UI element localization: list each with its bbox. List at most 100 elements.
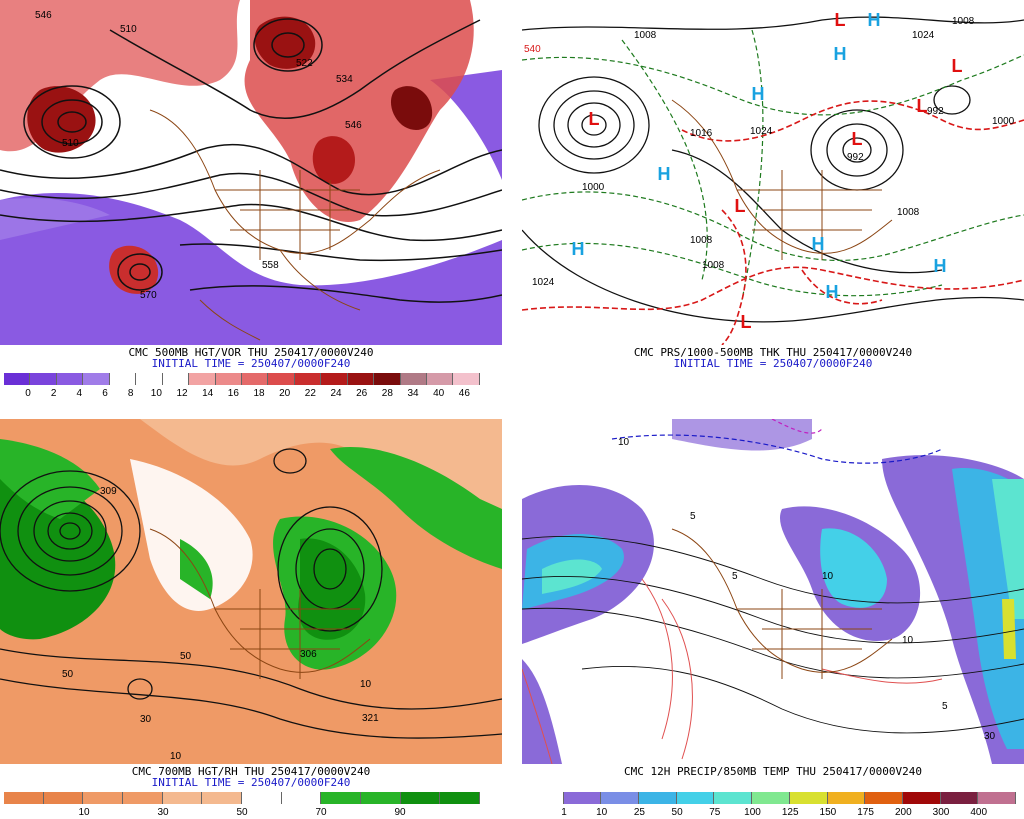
low-pressure-marker: L (952, 56, 963, 76)
colorbar-swatch (294, 373, 322, 385)
colorbar-tick-label: 28 (381, 388, 393, 399)
colorbar-swatch (374, 373, 401, 385)
panel-precip-850mb-temp: 10 5 10 30 5 10 5 CMC 12H PRECIP/850MB T… (522, 419, 1024, 819)
colorbar-tick-label: 50 (236, 807, 248, 818)
colorbar-tick-label: 2 (50, 388, 57, 399)
colorbar-tick-label: 20 (279, 388, 291, 399)
colorbar-swatch (526, 792, 564, 804)
colorbar-swatch (400, 792, 441, 804)
caption-title: CMC PRS/1000-500MB THK THU 250417/0000V2… (633, 346, 913, 359)
high-pressure-marker: H (812, 234, 825, 254)
isobar-label: 1000 (992, 116, 1015, 127)
isobar-label: 1008 (634, 30, 657, 41)
colorbar-swatch (714, 792, 753, 804)
colorbar-swatch (865, 792, 903, 804)
contour-label: 10 (170, 751, 182, 762)
colorbar-tick-label: 34 (407, 388, 419, 399)
colorbar-tick-label: 8 (127, 388, 134, 399)
colorbar-tick-label: 4 (76, 388, 83, 399)
colorbar-tick-label: 1 (561, 807, 567, 818)
colorbar-ticks: 1 10 25 50 75 100 125 150 175 200 300 400 (522, 807, 1024, 819)
colorbar-swatch (162, 792, 203, 804)
contour-label: 570 (140, 290, 157, 301)
caption-title: CMC 12H PRECIP/850MB TEMP THU 250417/000… (623, 765, 922, 778)
colorbar-tick-label: 46 (458, 388, 470, 399)
caption-title: CMC 700MB HGT/RH THU 250417/0000V240 (131, 765, 371, 778)
map-prs-thk: 1008 1024 992 1016 1008 1000 1024 1016 1… (522, 0, 1024, 345)
contour-label: 309 (100, 486, 117, 497)
caption-title: CMC 500MB HGT/VOR THU 250417/0000V240 (128, 346, 374, 359)
colorbar-swatch (242, 792, 282, 804)
colorbar-swatch (268, 373, 295, 385)
contour-label: 30 (140, 714, 152, 725)
colorbar-tick-label: 125 (781, 807, 799, 818)
colorbar-tick-label: 6 (102, 388, 108, 399)
colorbar-swatch (123, 792, 163, 804)
contour-label: 50 (62, 669, 74, 680)
low-pressure-marker: L (589, 109, 600, 129)
contour-label: 321 (362, 713, 379, 724)
caption-init-time: INITIAL TIME = 250407/0000F240 (151, 357, 351, 370)
caption-init-time: INITIAL TIME = 250407/0000F240 (673, 357, 873, 370)
high-pressure-marker: H (826, 282, 839, 302)
colorbar-tick-label: 300 (932, 807, 950, 818)
colorbar-swatch (241, 373, 269, 385)
panel-500mb-hgt-vor: 546 510 522 534 546 570 558 510 CMC 500M… (0, 0, 502, 400)
colorbar-tick-label: 175 (857, 807, 874, 818)
contour-label: 50 (180, 651, 192, 662)
contour-label: 558 (262, 260, 279, 271)
contour-label: 10 (360, 679, 372, 690)
colorbar-swatch (978, 792, 1016, 804)
high-pressure-marker: H (572, 239, 585, 259)
colorbar-swatch (752, 792, 790, 804)
colorbar-swatch (162, 373, 190, 385)
colorbar-tick-label: 12 (176, 388, 188, 399)
colorbar-swatch (601, 792, 640, 804)
low-pressure-marker: L (835, 10, 846, 30)
low-pressure-marker: L (735, 196, 746, 216)
colorbar-tick-label: 200 (894, 807, 912, 818)
isobar-label: 1000 (582, 182, 605, 193)
high-pressure-marker: H (934, 256, 947, 276)
low-pressure-marker: L (741, 312, 752, 332)
contour-label: 522 (296, 58, 313, 69)
colorbar-swatch (43, 792, 84, 804)
colorbar-swatch (321, 792, 362, 804)
contour-label: 10 (618, 437, 630, 448)
high-pressure-marker: H (834, 44, 847, 64)
colorbar (4, 373, 480, 385)
colorbar-tick-label: 24 (330, 388, 342, 399)
colorbar-swatch (83, 792, 124, 804)
colorbar-tick-label: 50 (671, 807, 683, 818)
caption-init-time: INITIAL TIME = 250407/0000F240 (151, 776, 351, 789)
colorbar-swatch (215, 373, 242, 385)
colorbar (526, 792, 1016, 804)
colorbar-swatch (202, 792, 243, 804)
high-pressure-marker: H (868, 10, 881, 30)
colorbar-tick-label: 150 (819, 807, 837, 818)
contour-label: 10 (902, 635, 914, 646)
colorbar-swatch (56, 373, 84, 385)
panel-700mb-hgt-rh: 309 50 321 306 50 10 30 10 CMC 700MB HGT… (0, 419, 502, 819)
isobar-label: 1008 (952, 16, 975, 27)
contour-label: 534 (336, 74, 353, 85)
colorbar-swatch (427, 373, 454, 385)
contour-label: 510 (62, 138, 79, 149)
colorbar-tick-label: 22 (304, 388, 316, 399)
colorbar-swatch (347, 373, 375, 385)
colorbar-swatch (827, 792, 866, 804)
isobar-label: 1024 (912, 30, 935, 41)
colorbar-tick-label: 40 (433, 388, 445, 399)
colorbar-tick-label: 10 (596, 807, 608, 818)
colorbar-tick-label: 10 (150, 388, 162, 399)
colorbar-swatch (189, 373, 216, 385)
colorbar-tick-label: 70 (315, 807, 327, 818)
contour-label: 5 (690, 511, 696, 522)
colorbar-tick-label: 14 (202, 388, 214, 399)
colorbar-swatch (440, 792, 481, 804)
isobar-label: 1024 (532, 277, 555, 288)
low-pressure-marker: L (917, 96, 928, 116)
colorbar-swatch (902, 792, 941, 804)
colorbar-swatch (136, 373, 163, 385)
low-pressure-marker: L (852, 129, 863, 149)
